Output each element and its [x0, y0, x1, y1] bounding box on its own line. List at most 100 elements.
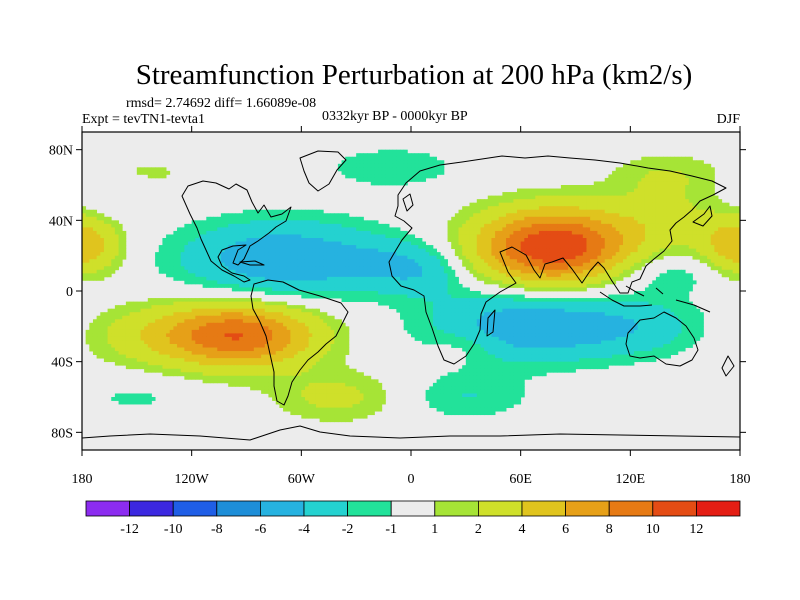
contour-cell: [579, 269, 584, 274]
contour-cell: [564, 255, 569, 260]
contour-cell: [608, 188, 613, 193]
contour-cell: [524, 206, 529, 211]
contour-cell: [312, 287, 317, 292]
contour-cell: [469, 312, 474, 317]
contour-cell: [389, 241, 394, 246]
contour-cell: [188, 252, 193, 257]
contour-cell: [440, 301, 445, 306]
contour-cell: [531, 280, 536, 285]
contour-cell: [480, 248, 485, 253]
contour-cell: [685, 283, 690, 288]
contour-cell: [261, 216, 266, 221]
contour-cell: [286, 273, 291, 278]
contour-cell: [85, 223, 90, 228]
contour-cell: [498, 202, 503, 207]
contour-cell: [612, 248, 617, 253]
contour-cell: [407, 174, 412, 179]
contour-cell: [473, 312, 478, 317]
contour-cell: [400, 276, 405, 281]
contour-cell: [553, 213, 558, 218]
contour-cell: [593, 273, 598, 278]
contour-cell: [575, 241, 580, 246]
contour-cell: [89, 255, 94, 260]
contour-cell: [674, 301, 679, 306]
contour-cell: [304, 230, 310, 235]
contour-cell: [173, 312, 178, 317]
contour-cell: [195, 266, 200, 271]
contour-cell: [674, 308, 679, 313]
contour-cell: [206, 259, 211, 264]
contour-cell: [235, 305, 240, 310]
contour-cell: [418, 280, 423, 285]
contour-cell: [473, 238, 478, 242]
contour-cell: [279, 291, 284, 295]
contour-cell: [242, 259, 247, 264]
contour-cell: [575, 287, 580, 292]
contour-cell: [315, 273, 321, 278]
contour-cell: [385, 163, 390, 168]
contour-cell: [103, 252, 108, 257]
contour-cell: [239, 269, 244, 274]
contour-cell: [615, 273, 620, 278]
contour-cell: [129, 312, 134, 317]
contour-cell: [411, 156, 416, 161]
contour-cell: [630, 230, 635, 235]
contour-cell: [195, 259, 200, 264]
contour-cell: [593, 248, 598, 253]
contour-cell: [586, 266, 591, 271]
contour-cell: [575, 223, 580, 228]
contour-cell: [268, 209, 273, 214]
contour-cell: [575, 266, 580, 271]
contour-cell: [396, 283, 401, 288]
contour-cell: [279, 262, 284, 267]
contour-cell: [341, 167, 346, 172]
contour-cell: [535, 230, 540, 235]
contour-cell: [721, 227, 726, 232]
contour-cell: [261, 220, 266, 225]
contour-cell: [217, 301, 222, 306]
contour-cell: [637, 252, 642, 257]
contour-cell: [623, 262, 628, 267]
contour-cell: [527, 241, 533, 246]
contour-cell: [334, 227, 339, 232]
contour-cell: [381, 156, 386, 161]
contour-cell: [615, 262, 620, 267]
contour-cell: [681, 223, 686, 228]
contour-cell: [432, 255, 437, 260]
contour-cell: [685, 230, 690, 235]
contour-cell: [626, 209, 631, 214]
contour-cell: [235, 287, 240, 292]
contour-cell: [648, 298, 653, 302]
contour-cell: [111, 262, 116, 267]
contour-cell: [304, 294, 310, 299]
contour-cell: [337, 273, 342, 278]
contour-cell: [82, 220, 87, 225]
contour-cell: [304, 308, 310, 313]
contour-cell: [158, 167, 163, 172]
contour-cell: [202, 266, 207, 271]
contour-cell: [535, 266, 540, 271]
contour-cell: [188, 241, 193, 246]
contour-cell: [663, 192, 668, 196]
contour-cell: [623, 209, 628, 214]
contour-cell: [231, 223, 236, 228]
contour-cell: [542, 287, 547, 292]
contour-cell: [89, 213, 94, 218]
contour-cell: [692, 230, 697, 235]
contour-cell: [283, 273, 288, 278]
contour-cell: [191, 223, 196, 228]
contour-cell: [601, 266, 606, 271]
contour-cell: [275, 241, 280, 246]
contour-cell: [202, 227, 207, 232]
contour-cell: [710, 209, 715, 214]
contour-cell: [257, 305, 262, 310]
contour-cell: [509, 269, 514, 274]
contour-cell: [674, 234, 679, 239]
contour-cell: [582, 305, 587, 310]
contour-cell: [96, 266, 101, 271]
contour-cell: [370, 238, 375, 242]
contour-cell: [82, 259, 87, 264]
contour-cell: [177, 259, 182, 264]
contour-cell: [630, 213, 635, 218]
contour-cell: [425, 298, 430, 302]
